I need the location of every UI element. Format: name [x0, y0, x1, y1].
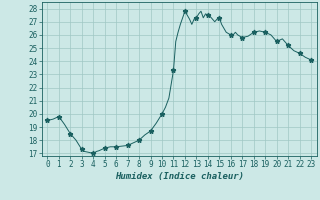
X-axis label: Humidex (Indice chaleur): Humidex (Indice chaleur)	[115, 172, 244, 181]
